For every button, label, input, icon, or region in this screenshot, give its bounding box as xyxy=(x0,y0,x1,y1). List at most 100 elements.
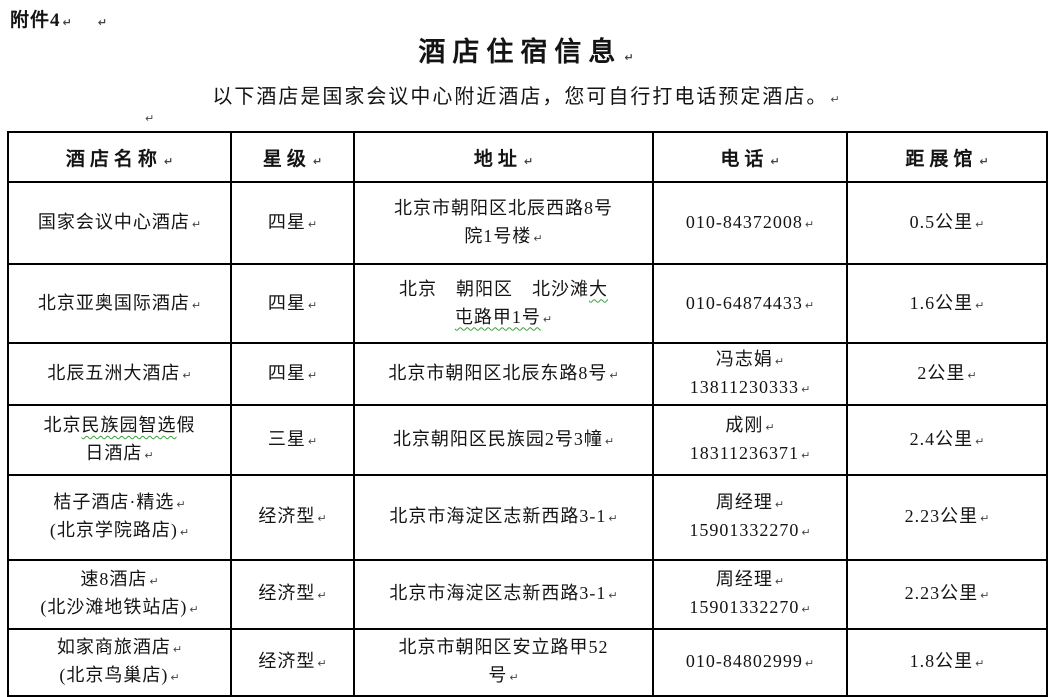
cell-distance: 2公里 ↵ xyxy=(846,342,1048,406)
paragraph-mark: ↵ xyxy=(307,368,318,382)
table-row: 如家商旅酒店 ↵ (北京鸟巢店) ↵ 经济型 ↵ 北京市朝阳区安立路甲52 号 ↵ 010-848… xyxy=(7,627,1048,697)
cell-star-rating: 四星 ↵ xyxy=(230,181,355,265)
cell-text-spellcheck: 民族园智选 xyxy=(81,414,177,435)
paragraph-mark: ↵ xyxy=(317,589,327,603)
cell-line: 三星 ↵ xyxy=(236,426,349,454)
cell-star-rating: 经济型 ↵ xyxy=(230,627,355,697)
cell-line: 如家商旅酒店 ↵ xyxy=(13,634,226,662)
cell-text: 速8酒店 xyxy=(80,569,148,590)
cell-text: 2.23公里 xyxy=(904,583,979,604)
cell-hotel-name: 北京民族园智选假 日酒店 ↵ xyxy=(7,403,232,476)
cell-line: 15901332270 ↵ xyxy=(658,517,842,545)
cell-text: 经济型 xyxy=(258,583,316,604)
paragraph-mark: ↵ xyxy=(317,657,327,671)
paragraph-mark: ↵ xyxy=(975,657,985,671)
cell-distance: 2.23公里 ↵ xyxy=(846,473,1048,561)
cell-text: 0.5公里 xyxy=(909,212,974,233)
cell-phone: 成刚 ↵ 18311236371 ↵ xyxy=(652,403,848,476)
cell-star-rating: 三星 ↵ xyxy=(230,403,355,476)
cell-text: 冯志娟 xyxy=(715,349,773,369)
cell-distance: 0.5公里 ↵ xyxy=(846,181,1048,265)
cell-text: 北辰五洲大酒店 xyxy=(47,362,181,383)
cell-line: 1.6公里 ↵ xyxy=(852,290,1042,318)
paragraph-mark: ↵ xyxy=(149,575,159,589)
paragraph-mark: ↵ xyxy=(975,434,985,448)
cell-address: 北京市朝阳区北辰西路8号 院1号楼 ↵ xyxy=(353,181,654,265)
cell-line: 010-84372008 ↵ xyxy=(658,209,842,237)
cell-text: 13811230333 xyxy=(689,376,800,397)
cell-text: 010-84802999 xyxy=(685,651,803,672)
cell-line: 成刚 ↵ xyxy=(658,412,842,440)
paragraph-mark: ↵ xyxy=(97,16,107,29)
cell-line: 院1号楼 ↵ xyxy=(359,223,648,251)
cell-line: 北辰五洲大酒店 ↵ xyxy=(13,360,226,388)
cell-text: 2公里 xyxy=(917,362,966,383)
cell-phone: 冯志娟 ↵ 13811230333 ↵ xyxy=(652,342,848,406)
paragraph-mark: ↵ xyxy=(830,93,840,106)
table-row: 北京民族园智选假 日酒店 ↵ 三星 ↵ 北京朝阳区民族园2号3幢 ↵ 成刚 ↵ 183112363… xyxy=(7,403,1048,476)
cell-line: 北京市海淀区志新西路3-1 ↵ xyxy=(359,580,648,608)
cell-hotel-name: 北京亚奥国际酒店 ↵ xyxy=(7,263,232,344)
cell-text-spellcheck: 大 xyxy=(589,278,608,299)
cell-text: 桔子酒店·精选 xyxy=(53,492,175,513)
cell-line: 周经理 ↵ xyxy=(658,566,842,594)
cell-text: 北京朝阳区民族园2号3幢 xyxy=(392,428,603,449)
paragraph-mark: ↵ xyxy=(163,154,174,168)
cell-text: 1.8公里 xyxy=(909,651,974,672)
cell-line: 屯路甲1号 ↵ xyxy=(359,304,648,332)
header-row: 酒店名称 ↵ 星级 ↵ 地址 ↵ 电话 ↵ 距展馆 ↵ xyxy=(7,131,1048,183)
page-title-text: 酒店住宿信息 xyxy=(418,37,623,67)
column-header-4: 距展馆 ↵ xyxy=(846,131,1048,183)
paragraph-mark: ↵ xyxy=(179,526,190,540)
cell-line: 四星 ↵ xyxy=(236,360,349,388)
paragraph-mark: ↵ xyxy=(182,368,192,382)
cell-text: 北京市朝阳区安立路甲52 xyxy=(398,637,609,658)
column-header-text: 酒店名称 xyxy=(65,148,162,170)
paragraph-mark: ↵ xyxy=(774,355,785,368)
paragraph-mark: ↵ xyxy=(801,448,811,462)
paragraph-mark: ↵ xyxy=(770,154,780,168)
cell-text: 2.4公里 xyxy=(909,428,974,449)
column-header-text: 电话 xyxy=(720,148,769,170)
cell-text: 如家商旅酒店 xyxy=(56,637,171,658)
cell-text: 15901332270 xyxy=(689,520,800,541)
cell-line: 北京市海淀区志新西路3-1 ↵ xyxy=(359,503,648,531)
cell-line: 2.23公里 ↵ xyxy=(852,503,1042,531)
paragraph-mark: ↵ xyxy=(317,512,327,526)
cell-address: 北京市海淀区志新西路3-1 ↵ xyxy=(353,473,654,561)
cell-text-spellcheck: 屯路甲1号 xyxy=(454,306,541,327)
cell-line: 18311236371 ↵ xyxy=(658,440,842,468)
paragraph-mark: ↵ xyxy=(801,603,811,617)
paragraph-mark: ↵ xyxy=(307,434,318,448)
column-header-0: 酒店名称 ↵ xyxy=(7,131,232,183)
cell-distance: 1.8公里 ↵ xyxy=(846,627,1048,697)
paragraph-mark: ↵ xyxy=(801,382,811,396)
cell-line: 0.5公里 ↵ xyxy=(852,209,1042,237)
cell-text: 经济型 xyxy=(258,506,316,527)
paragraph-mark: ↵ xyxy=(801,526,811,540)
cell-star-rating: 经济型 ↵ xyxy=(230,558,355,630)
cell-text: 日酒店 xyxy=(85,442,143,463)
paragraph-mark: ↵ xyxy=(774,575,785,589)
paragraph-mark: ↵ xyxy=(172,643,183,657)
cell-line: 冯志娟 ↵ xyxy=(658,346,842,374)
cell-distance: 2.4公里 ↵ xyxy=(846,403,1048,476)
attachment-label: 附件4 ↵ ↵ xyxy=(10,5,107,32)
paragraph-mark: ↵ xyxy=(980,512,990,526)
cell-text: 北京亚奥国际酒店 xyxy=(37,292,190,313)
cell-star-rating: 经济型 ↵ xyxy=(230,473,355,561)
cell-line: 国家会议中心酒店 ↵ xyxy=(13,209,226,237)
cell-phone: 周经理 ↵ 15901332270 ↵ xyxy=(652,558,848,630)
cell-line: 速8酒店 ↵ xyxy=(13,566,226,594)
page-subtitle: 以下酒店是国家会议中心附近酒店，您可自行打电话预定酒店。 ↵ xyxy=(0,80,1052,109)
paragraph-mark: ↵ xyxy=(608,512,618,526)
cell-line: 经济型 ↵ xyxy=(236,503,349,531)
table-row: 速8酒店 ↵ (北沙滩地铁站店) ↵ 经济型 ↵ 北京市海淀区志新西路3-1 ↵ 周经理 ↵ 159… xyxy=(7,558,1048,630)
cell-line: 15901332270 ↵ xyxy=(658,594,842,622)
cell-line: 北京市朝阳区北辰西路8号 xyxy=(359,195,648,223)
cell-line: 010-64874433 ↵ xyxy=(658,290,842,318)
cell-text: 北京市海淀区志新西路3-1 xyxy=(389,583,607,604)
paragraph-mark: ↵ xyxy=(980,589,990,603)
paragraph-mark: ↵ xyxy=(62,16,72,29)
paragraph-mark: ↵ xyxy=(145,112,155,125)
